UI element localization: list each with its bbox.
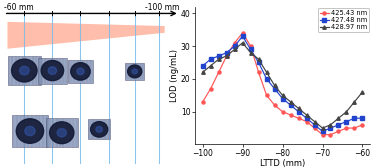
427.48 nm [248,48,253,50]
428.97 nm [336,117,341,119]
Circle shape [132,69,138,74]
425.43 nm [208,88,213,90]
427.48 nm [280,98,285,100]
425.43 nm [352,127,357,129]
428.97 nm [344,111,349,113]
Circle shape [57,129,67,137]
427.48 nm [216,55,221,57]
427.48 nm [272,88,277,90]
Circle shape [25,126,35,136]
Bar [8,56,41,85]
427.48 nm [296,111,301,113]
425.43 nm [280,111,285,113]
Circle shape [16,119,43,143]
425.43 nm [200,101,205,103]
427.48 nm [225,52,229,54]
Circle shape [71,63,90,80]
425.43 nm [296,117,301,119]
428.97 nm [200,71,205,73]
Bar [38,57,67,84]
425.43 nm [272,104,277,106]
428.97 nm [240,42,245,44]
425.43 nm [328,134,333,136]
425.43 nm [264,94,269,96]
425.43 nm [248,45,253,47]
Bar [12,115,48,147]
Y-axis label: LOD (ng/mL): LOD (ng/mL) [170,49,180,102]
425.43 nm [336,130,341,132]
428.97 nm [208,65,213,67]
427.48 nm [352,117,357,119]
X-axis label: LTTD (mm): LTTD (mm) [260,159,305,168]
425.43 nm [312,127,317,129]
425.43 nm [240,32,245,34]
Text: -60 mm: -60 mm [4,3,33,12]
428.97 nm [312,120,317,122]
425.43 nm [256,71,261,73]
428.97 nm [296,107,301,109]
Circle shape [91,122,108,137]
428.97 nm [352,101,357,103]
428.97 nm [304,114,309,116]
427.48 nm [232,45,237,47]
427.48 nm [264,78,269,80]
428.97 nm [360,91,365,93]
425.43 nm [225,55,229,57]
Circle shape [96,127,102,132]
428.97 nm [225,55,229,57]
Bar [46,118,77,147]
425.43 nm [320,134,325,136]
427.48 nm [208,58,213,60]
Bar [88,119,110,139]
427.48 nm [256,61,261,64]
428.97 nm [248,52,253,54]
427.48 nm [304,117,309,119]
428.97 nm [256,58,261,60]
427.48 nm [320,130,325,132]
Bar [125,63,144,80]
427.48 nm [344,120,349,122]
Circle shape [20,66,29,75]
427.48 nm [240,35,245,37]
425.43 nm [360,124,365,126]
427.48 nm [360,117,365,119]
428.97 nm [272,85,277,87]
Circle shape [50,122,74,144]
Circle shape [12,59,37,82]
427.48 nm [288,104,293,106]
428.97 nm [280,94,285,96]
428.97 nm [264,71,269,73]
Polygon shape [8,22,165,49]
Circle shape [77,68,84,75]
Line: 427.48 nm: 427.48 nm [201,35,364,133]
427.48 nm [312,124,317,126]
Line: 425.43 nm: 425.43 nm [201,31,364,136]
427.48 nm [328,127,333,129]
428.97 nm [232,48,237,50]
428.97 nm [216,58,221,60]
Circle shape [41,60,64,81]
425.43 nm [232,42,237,44]
425.43 nm [288,114,293,116]
Legend: 425.43 nm, 427.48 nm, 428.97 nm: 425.43 nm, 427.48 nm, 428.97 nm [318,8,369,32]
Line: 428.97 nm: 428.97 nm [201,41,364,130]
427.48 nm [200,65,205,67]
Circle shape [128,65,142,78]
Circle shape [48,67,57,74]
427.48 nm [336,124,341,126]
425.43 nm [216,71,221,73]
Text: -100 mm: -100 mm [145,3,180,12]
428.97 nm [320,127,325,129]
428.97 nm [328,124,333,126]
428.97 nm [288,101,293,103]
Bar [68,60,93,83]
425.43 nm [344,127,349,129]
425.43 nm [304,120,309,122]
